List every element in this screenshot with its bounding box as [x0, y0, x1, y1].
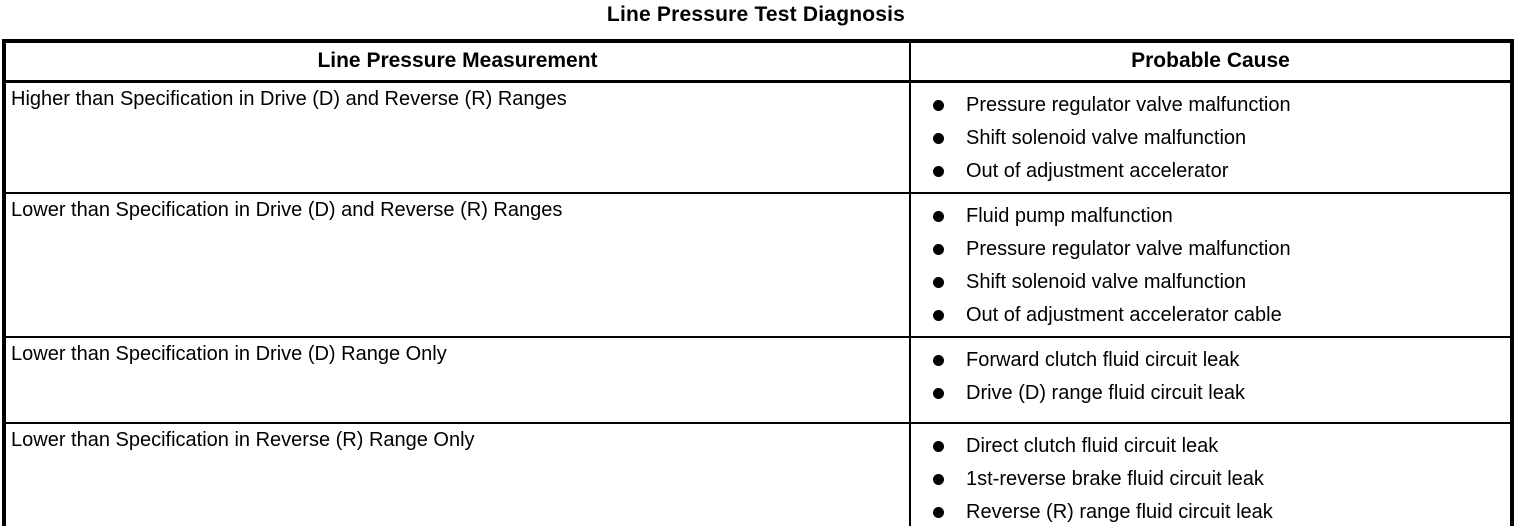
- column-header-measurement: Line Pressure Measurement: [3, 40, 911, 83]
- cause-text: Shift solenoid valve malfunction: [966, 126, 1247, 149]
- cause-item: Forward clutch fluid circuit leak: [931, 344, 1502, 377]
- cause-text: 1st-reverse brake fluid circuit leak: [966, 467, 1264, 490]
- cause-text: Out of adjustment accelerator: [966, 159, 1229, 182]
- table-row: Lower than Specification in Reverse (R) …: [3, 421, 1513, 526]
- bullet-icon: [933, 165, 944, 177]
- measurement-cell: Lower than Specification in Drive (D) an…: [3, 191, 911, 338]
- cause-text: Pressure regulator valve malfunction: [966, 93, 1291, 116]
- cause-list: Forward clutch fluid circuit leak Drive …: [931, 344, 1502, 410]
- bullet-icon: [933, 243, 944, 255]
- column-header-probable-cause: Probable Cause: [909, 40, 1513, 83]
- measurement-cell: Lower than Specification in Reverse (R) …: [3, 421, 911, 526]
- cause-text: Direct clutch fluid circuit leak: [966, 434, 1219, 457]
- cause-list: Pressure regulator valve malfunction Shi…: [931, 89, 1502, 188]
- cause-item: Drive (D) range fluid circuit leak: [931, 377, 1502, 410]
- cause-item: Shift solenoid valve malfunction: [931, 266, 1502, 299]
- cause-item: Reverse (R) range fluid circuit leak: [931, 496, 1502, 526]
- cause-cell: Fluid pump malfunction Pressure regulato…: [909, 191, 1513, 338]
- bullet-icon: [933, 99, 944, 111]
- cause-item: Shift solenoid valve malfunction: [931, 122, 1502, 155]
- cause-text: Drive (D) range fluid circuit leak: [966, 381, 1245, 404]
- bullet-icon: [933, 210, 944, 222]
- measurement-cell: Higher than Specification in Drive (D) a…: [3, 80, 911, 194]
- cause-text: Out of adjustment accelerator cable: [966, 303, 1282, 326]
- bullet-icon: [933, 440, 944, 452]
- bullet-icon: [933, 354, 944, 366]
- cause-text: Fluid pump malfunction: [966, 204, 1173, 227]
- cause-item: Pressure regulator valve malfunction: [931, 89, 1502, 122]
- bullet-icon: [933, 309, 944, 321]
- cause-cell: Pressure regulator valve malfunction Shi…: [909, 80, 1513, 194]
- cause-item: Out of adjustment accelerator cable: [931, 299, 1502, 332]
- bullet-icon: [933, 387, 944, 399]
- table-row: Lower than Specification in Drive (D) Ra…: [3, 335, 1513, 424]
- bullet-icon: [933, 506, 944, 518]
- diagnosis-table: Line Pressure Measurement Probable Cause…: [2, 39, 1514, 526]
- cause-list: Fluid pump malfunction Pressure regulato…: [931, 200, 1502, 332]
- measurement-cell: Lower than Specification in Drive (D) Ra…: [3, 335, 911, 424]
- cause-text: Forward clutch fluid circuit leak: [966, 348, 1240, 371]
- cause-item: Pressure regulator valve malfunction: [931, 233, 1502, 266]
- cause-item: Direct clutch fluid circuit leak: [931, 430, 1502, 463]
- cause-item: 1st-reverse brake fluid circuit leak: [931, 463, 1502, 496]
- bullet-icon: [933, 276, 944, 288]
- bullet-icon: [933, 473, 944, 485]
- table-header-row: Line Pressure Measurement Probable Cause: [3, 40, 1513, 83]
- cause-cell: Forward clutch fluid circuit leak Drive …: [909, 335, 1513, 424]
- cause-cell: Direct clutch fluid circuit leak 1st-rev…: [909, 421, 1513, 526]
- cause-text: Pressure regulator valve malfunction: [966, 237, 1291, 260]
- cause-list: Direct clutch fluid circuit leak 1st-rev…: [931, 430, 1502, 526]
- table-row: Lower than Specification in Drive (D) an…: [3, 191, 1513, 338]
- table-row: Higher than Specification in Drive (D) a…: [3, 80, 1513, 194]
- cause-item: Out of adjustment accelerator: [931, 155, 1502, 188]
- cause-text: Shift solenoid valve malfunction: [966, 270, 1247, 293]
- cause-item: Fluid pump malfunction: [931, 200, 1502, 233]
- page-title: Line Pressure Test Diagnosis: [606, 3, 906, 26]
- cause-text: Reverse (R) range fluid circuit leak: [966, 500, 1273, 523]
- bullet-icon: [933, 132, 944, 144]
